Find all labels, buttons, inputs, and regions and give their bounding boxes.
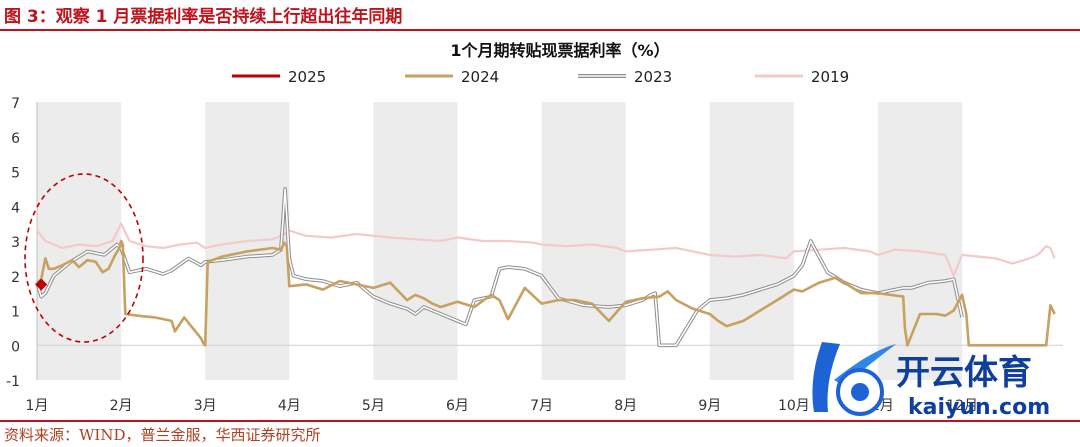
legend-label-2019: 2019	[811, 68, 849, 86]
legend: 2025 2024 2023 2019	[232, 68, 849, 86]
series-2025-point	[35, 278, 48, 291]
legend-label-2024: 2024	[461, 68, 499, 86]
month-band-5	[709, 102, 794, 380]
month-band-1	[37, 102, 122, 380]
figure-title: 图 3：观察 1 月票据利率是否持续上行超出往年同期	[4, 7, 403, 27]
x-tick-label: 5月	[362, 398, 385, 414]
x-tick-label: 8月	[614, 398, 637, 414]
x-tick-label: 2月	[110, 398, 133, 414]
y-tick-label: -1	[6, 374, 20, 390]
y-tick-label: 2	[11, 270, 20, 286]
legend-label-2023: 2023	[634, 68, 672, 86]
month-band-4	[541, 102, 626, 380]
x-tick-label: 9月	[698, 398, 721, 414]
series-2023-line	[36, 188, 963, 347]
title-rule	[0, 29, 1080, 31]
legend-label-2025: 2025	[288, 68, 326, 86]
y-tick-label: 0	[11, 339, 20, 355]
y-tick-label: 4	[11, 200, 20, 216]
logo-k-icon	[812, 342, 896, 416]
y-tick-label: 5	[11, 166, 20, 182]
watermark-brand-en: kaiyun.com	[908, 395, 1050, 420]
x-tick-label: 6月	[446, 398, 469, 414]
x-tick-label: 4月	[278, 398, 301, 414]
y-axis-ticks: -1 0 1 2 3 4 5 6 7	[6, 96, 20, 390]
line-chart: 1个月期转贴现票据利率（%） 2025 2024 2023 2019 -1 0 1 2 3 4 5…	[6, 41, 1063, 414]
month-bands	[37, 102, 963, 380]
footer-rule	[0, 420, 1080, 422]
source-note: 资料来源：WIND，普兰金服，华西证券研究所	[4, 426, 321, 444]
y-tick-label: 7	[11, 96, 20, 112]
highlight-circle	[24, 173, 144, 343]
series-2024-line	[36, 239, 1056, 347]
x-tick-label: 1月	[26, 398, 49, 414]
x-tick-label: 10月	[778, 398, 810, 414]
x-tick-label: 12月	[946, 398, 978, 414]
y-tick-label: 3	[11, 235, 20, 251]
x-tick-label: 7月	[530, 398, 553, 414]
series-lines	[35, 187, 1056, 348]
watermark-brand-cn: 开云体育	[896, 353, 1032, 393]
x-tick-label: 3月	[194, 398, 217, 414]
series-2019-line	[36, 222, 1056, 277]
brand-watermark: 开云体育 kaiyun.com	[812, 342, 1050, 420]
y-tick-label: 6	[11, 131, 20, 147]
chart-title: 1个月期转贴现票据利率（%）	[450, 41, 669, 60]
month-band-6	[877, 102, 963, 380]
y-tick-label: 1	[11, 305, 20, 321]
